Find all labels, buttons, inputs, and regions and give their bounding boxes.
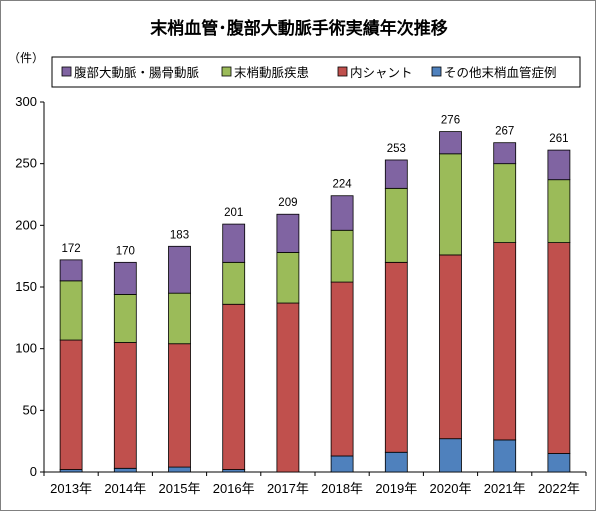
legend-swatch (431, 66, 442, 77)
legend-label: その他末梢血管症例 (444, 65, 557, 80)
x-tick-label: 2020年 (430, 481, 472, 496)
bars (59, 131, 571, 473)
total-data-label: 183 (170, 229, 189, 241)
bar-segment (168, 466, 191, 473)
x-tick-label: 2019年 (375, 481, 417, 496)
y-tick-label: 150 (15, 279, 37, 294)
y-tick-label: 300 (15, 94, 37, 109)
legend-label: 腹部大動脈・腸骨動脈 (74, 65, 200, 80)
bar-segment (439, 153, 462, 256)
y-tick-label: 0 (30, 464, 37, 479)
bar-segment (222, 261, 246, 305)
bar-segment (439, 254, 462, 440)
x-tick-label: 2017年 (267, 481, 309, 496)
bar-segment (168, 245, 191, 294)
bar-segment (384, 187, 408, 263)
bar-segment (276, 213, 300, 253)
total-data-label: 170 (116, 245, 135, 257)
y-tick-label: 100 (15, 341, 37, 356)
bar-segment (384, 159, 408, 189)
bar-segment (439, 438, 462, 473)
x-tick-label: 2013年 (50, 481, 92, 496)
y-tick-label: 200 (15, 217, 37, 232)
bar-segment (113, 293, 137, 343)
bar-segment (168, 343, 191, 468)
bar-segment (547, 453, 571, 473)
legend-label: 末梢動脈疾患 (234, 65, 309, 80)
total-data-label: 276 (441, 115, 460, 127)
legend: 腹部大動脈・腸骨動脈 末梢動脈疾患 内シャント その他末梢血管症例 (51, 56, 581, 88)
legend-swatch (221, 66, 232, 77)
legend-swatch (61, 66, 72, 77)
y-tick-label: 50 (23, 402, 37, 417)
bar-segment (168, 292, 191, 345)
bar-segment (59, 339, 83, 470)
bar-segment (276, 252, 300, 304)
x-tick-label: 2015年 (159, 481, 201, 496)
total-data-label: 261 (549, 133, 568, 145)
bar-segment (493, 142, 517, 165)
bar-segment (384, 261, 408, 453)
x-tick-label: 2022年 (538, 481, 580, 496)
total-labels: 172 170 183 201 209 224 253 276 267 261 (62, 115, 569, 258)
bar-segment (222, 303, 246, 470)
bar-segment (113, 467, 137, 473)
bar-segment (330, 281, 354, 457)
bar-segment (493, 242, 517, 441)
bar-segment (276, 302, 300, 473)
bar-segment (330, 195, 354, 231)
bar-segment (439, 131, 462, 155)
y-axis-unit-label: （件） (8, 51, 44, 65)
total-data-label: 253 (387, 143, 406, 155)
x-tick-label: 2021年 (484, 481, 526, 496)
x-tick-label: 2018年 (321, 481, 363, 496)
bar-segment (547, 149, 571, 181)
total-data-label: 172 (62, 243, 81, 255)
bar-segment (222, 223, 246, 263)
axes: 0 50 100 150 200 250 300 2013年 2014年 2015年 2016年 20… (15, 94, 587, 496)
total-data-label: 267 (495, 126, 514, 138)
chart-title: 末梢血管･腹部大動脈手術実績年次推移 (150, 18, 448, 39)
bar-segment (113, 261, 137, 295)
legend-label: 内シャント (350, 65, 413, 80)
bar-segment (493, 163, 517, 244)
total-data-label: 201 (224, 207, 243, 219)
bar-segment (493, 439, 517, 473)
bar-segment (330, 229, 354, 283)
y-tick-label: 250 (15, 156, 37, 171)
bar-segment (113, 342, 137, 469)
bar-segment (330, 455, 354, 473)
total-data-label: 224 (333, 179, 353, 191)
total-data-label: 209 (278, 197, 297, 209)
legend-swatch (337, 66, 348, 77)
bar-segment (59, 259, 83, 282)
bar-segment (547, 242, 571, 454)
x-tick-label: 2016年 (213, 481, 255, 496)
x-tick-label: 2014年 (104, 481, 146, 496)
bar-segment (547, 179, 571, 243)
legend-box (51, 56, 581, 88)
bar-segment (59, 280, 83, 341)
bar-segment (384, 451, 408, 473)
